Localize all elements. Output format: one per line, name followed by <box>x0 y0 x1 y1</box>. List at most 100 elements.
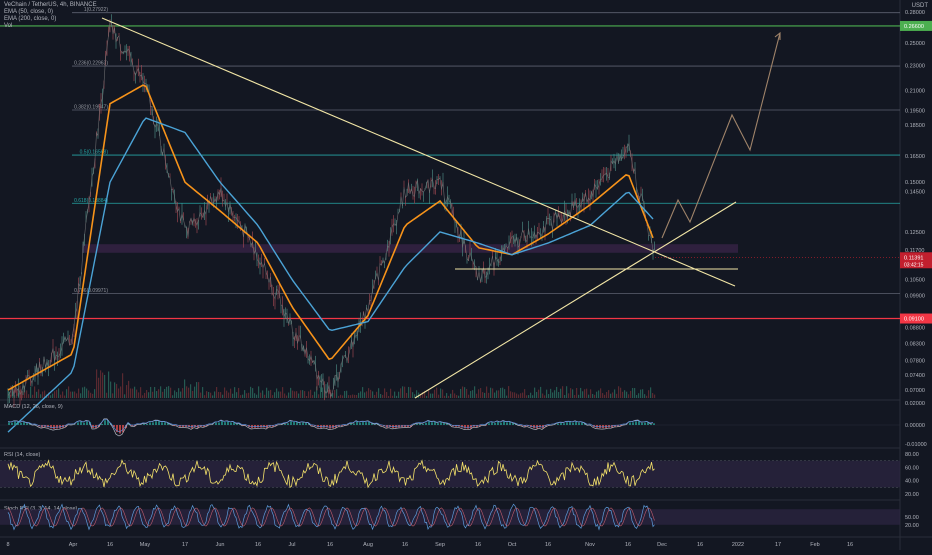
volume-bar <box>208 392 209 398</box>
macd-histogram-bar <box>152 422 154 425</box>
macd-histogram-bar <box>20 423 22 425</box>
volume-bar <box>212 395 213 398</box>
volume-bar <box>344 391 345 398</box>
volume-bar <box>410 387 411 398</box>
macd-histogram-bar <box>653 423 655 425</box>
volume-bar <box>484 393 485 398</box>
current-price-label: 0.11391 <box>904 255 923 261</box>
volume-bar <box>270 390 271 398</box>
volume-bar <box>232 394 233 398</box>
volume-bar <box>612 392 613 398</box>
volume-bar <box>310 390 311 398</box>
volume-bar <box>278 392 279 398</box>
volume-bar <box>592 394 593 398</box>
volume-bar <box>652 393 653 398</box>
volume-bar <box>108 371 109 398</box>
volume-bar <box>460 389 461 398</box>
macd-histogram-bar <box>497 422 499 425</box>
volume-bar <box>600 388 601 398</box>
macd-histogram-bar <box>146 424 148 425</box>
volume-bar <box>88 390 89 398</box>
macd-histogram-bar <box>218 422 220 425</box>
macd-histogram-bar <box>83 423 85 425</box>
volume-bar <box>56 390 57 398</box>
macd-histogram-bar <box>632 422 634 425</box>
volume-bar <box>520 393 521 398</box>
volume-bar <box>218 392 219 398</box>
price-tick-label: 0.18500 <box>905 123 925 129</box>
macd-histogram-bar <box>428 421 430 425</box>
volume-bar <box>412 392 413 398</box>
macd-histogram-bar <box>155 421 157 425</box>
volume-bar <box>34 386 35 398</box>
macd-histogram-bar <box>563 423 565 425</box>
price-tick-label: 0.10500 <box>905 277 925 283</box>
volume-bar <box>28 394 29 398</box>
volume-bar <box>112 393 113 398</box>
macd-histogram-bar <box>443 423 445 425</box>
volume-bar <box>626 392 627 398</box>
volume-bar <box>452 390 453 398</box>
volume-bar <box>170 388 171 398</box>
macd-histogram-bar <box>503 422 505 425</box>
volume-bar <box>468 395 469 398</box>
volume-bar <box>90 393 91 398</box>
volume-bar <box>70 392 71 398</box>
volume-bar <box>336 389 337 398</box>
volume-bar <box>132 389 133 398</box>
volume-bar <box>150 387 151 398</box>
time-tick-label: 16 <box>255 542 261 548</box>
volume-bar <box>30 387 31 398</box>
macd-histogram-bar <box>149 422 151 425</box>
volume-bar <box>94 389 95 398</box>
volume-bar <box>632 388 633 398</box>
volume-bar <box>292 391 293 398</box>
macd-histogram-bar <box>86 421 88 425</box>
macd-histogram-bar <box>302 422 304 425</box>
macd-histogram-bar <box>416 424 418 425</box>
volume-bar <box>552 392 553 398</box>
macd-histogram-bar <box>560 423 562 425</box>
volume-bar <box>346 391 347 398</box>
price-tick-label: 0.07400 <box>905 373 925 379</box>
volume-bar <box>158 389 159 398</box>
fib-label-3: 0.5(0.16568) <box>80 150 109 156</box>
volume-bar <box>102 373 103 398</box>
volume-bar <box>578 395 579 398</box>
volume-bar <box>120 386 121 398</box>
volume-bar <box>92 394 93 398</box>
volume-bar <box>254 393 255 398</box>
volume-bar <box>472 390 473 398</box>
time-tick-label: Jun <box>216 542 225 548</box>
volume-bar <box>180 392 181 398</box>
volume-bar <box>348 395 349 398</box>
macd-histogram-bar <box>101 424 103 425</box>
macd-histogram-bar <box>509 422 511 425</box>
volume-bar <box>630 391 631 398</box>
macd-histogram-bar <box>569 422 571 425</box>
macd-histogram-bar <box>578 423 580 425</box>
volume-bar <box>648 390 649 398</box>
volume-bar <box>466 389 467 398</box>
volume-bar <box>480 388 481 398</box>
volume-bar <box>266 388 267 398</box>
macd-histogram-bar <box>491 422 493 425</box>
time-tick-label: Oct <box>508 542 517 548</box>
volume-bar <box>486 387 487 398</box>
volume-bar <box>384 388 385 398</box>
volume-bar <box>482 392 483 398</box>
volume-bar <box>394 392 395 398</box>
price-tick-label: 0.21000 <box>905 88 925 94</box>
volume-bar <box>548 394 549 398</box>
volume-bar <box>432 394 433 398</box>
volume-bar <box>82 387 83 398</box>
stoch-tick-label: 20.00 <box>905 523 919 529</box>
volume-bar <box>574 395 575 398</box>
volume-bar <box>620 388 621 398</box>
volume-bar <box>122 373 123 398</box>
volume-bar <box>238 388 239 398</box>
volume-bar <box>428 390 429 398</box>
volume-bar <box>608 390 609 398</box>
macd-tick-label: 0.00000 <box>905 423 925 429</box>
macd-histogram-bar <box>104 420 106 425</box>
